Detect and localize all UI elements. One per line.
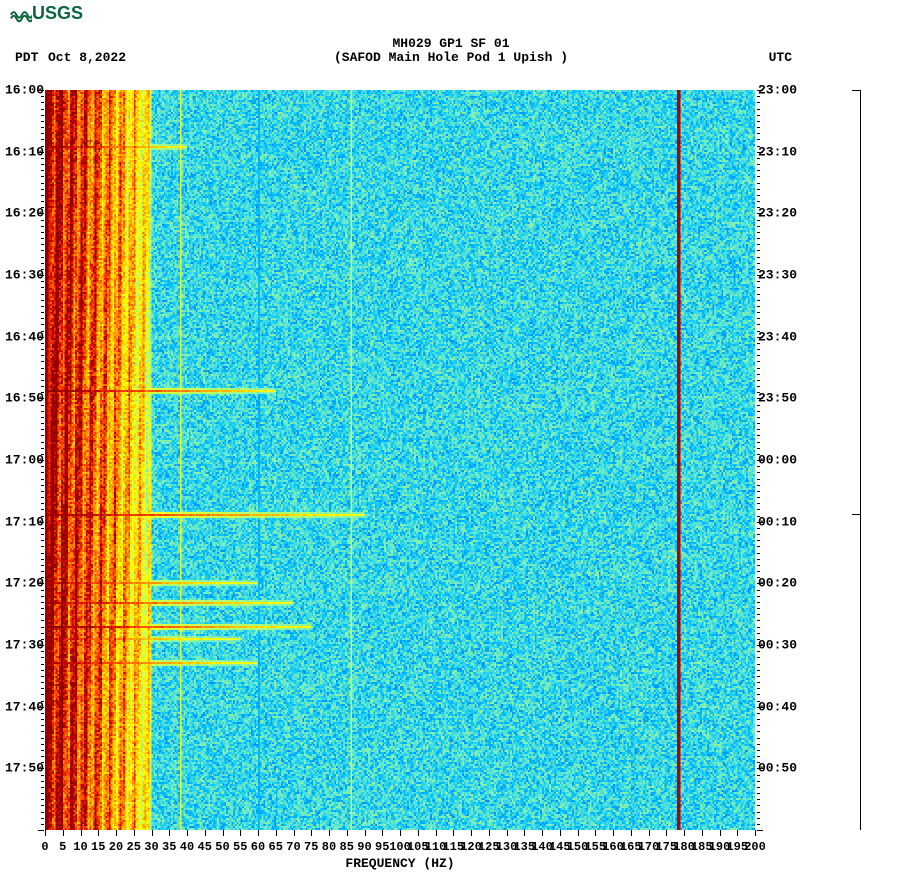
y-axis-right-ticks [756,90,757,830]
x-tick-label: 65 [269,840,283,854]
x-tick-label: 15 [91,840,105,854]
x-tick-label: 40 [180,840,194,854]
y-tick-label: 00:30 [758,638,808,653]
y-tick-label: 00:40 [758,699,808,714]
spectrogram-canvas [45,90,755,830]
y-tick-label: 23:10 [758,144,808,159]
x-tick-label: 0 [41,840,48,854]
x-tick-label: 55 [233,840,247,854]
x-tick-label: 35 [162,840,176,854]
x-tick-label: 30 [144,840,158,854]
x-tick-label: 60 [251,840,265,854]
x-tick-label: 25 [127,840,141,854]
x-tick-label: 200 [744,840,766,854]
y-tick-label: 00:50 [758,761,808,776]
y-axis-left-ticks [44,90,45,830]
x-tick-label: 85 [340,840,354,854]
x-tick-label: 90 [357,840,371,854]
x-tick-label: 20 [109,840,123,854]
right-scale-bar [860,90,861,830]
x-tick-label: 45 [198,840,212,854]
x-tick-label: 70 [286,840,300,854]
title-line-2: (SAFOD Main Hole Pod 1 Upish ) [0,50,902,65]
x-tick-label: 95 [375,840,389,854]
y-tick-label: 23:50 [758,391,808,406]
y-tick-label: 00:10 [758,514,808,529]
wave-icon [10,2,32,24]
timezone-left: PDT [15,50,38,65]
y-tick-label: 23:00 [758,83,808,98]
x-tick-label: 10 [73,840,87,854]
spectrogram-plot [45,90,755,830]
x-tick-label: 75 [304,840,318,854]
x-tick-label: 80 [322,840,336,854]
y-axis-right-labels: 23:0023:1023:2023:3023:4023:5000:0000:10… [758,90,808,830]
y-tick-label: 00:00 [758,453,808,468]
date-left: Oct 8,2022 [48,50,126,65]
x-tick-label: 5 [59,840,66,854]
x-axis-label: FREQUENCY (HZ) [45,856,755,871]
title-line-1: MH029 GP1 SF 01 [0,36,902,51]
logo-text: USGS [32,3,83,24]
x-tick-label: 50 [215,840,229,854]
usgs-logo: USGS [10,2,83,24]
timezone-right: UTC [769,50,792,65]
y-tick-label: 23:30 [758,268,808,283]
y-tick-label: 23:40 [758,329,808,344]
x-axis: FREQUENCY (HZ) 0510152025303540455055606… [45,830,755,870]
y-tick-label: 00:20 [758,576,808,591]
y-tick-label: 23:20 [758,206,808,221]
